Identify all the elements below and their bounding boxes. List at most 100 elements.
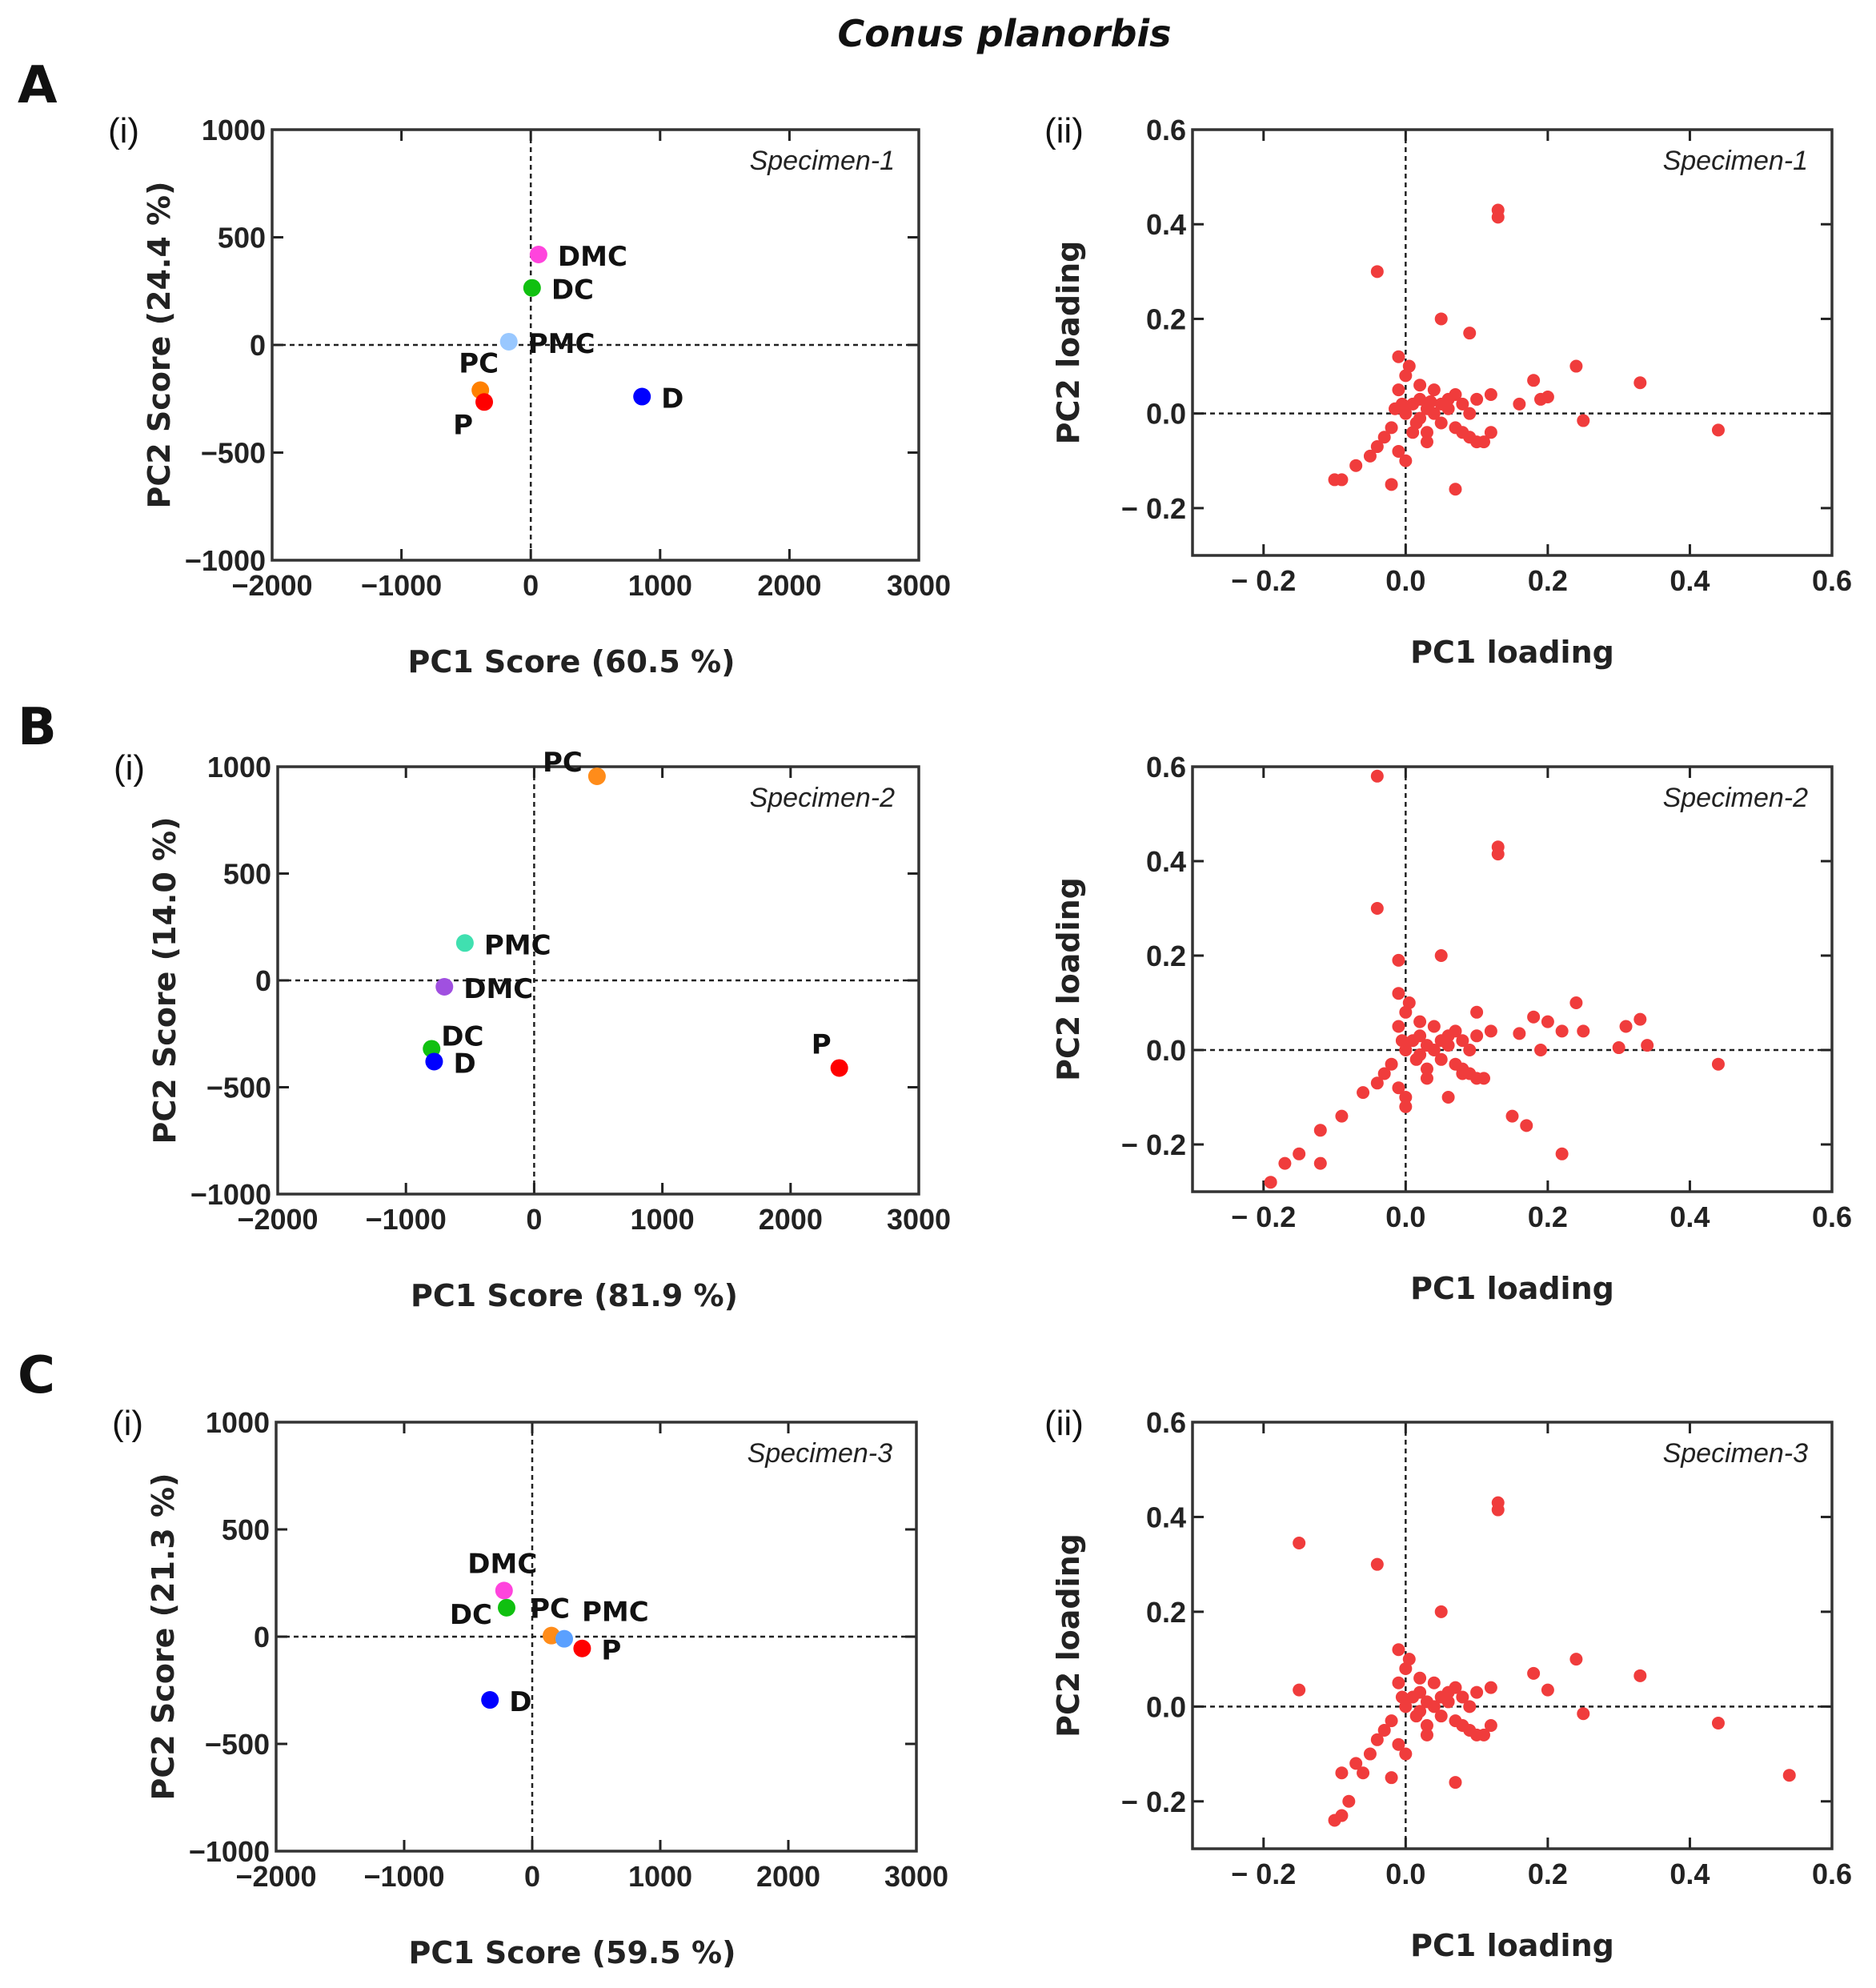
loading-point [1470, 392, 1484, 406]
loading-point [1449, 1024, 1462, 1038]
loading-point [1456, 397, 1469, 411]
score-point-label: D [661, 383, 683, 415]
loading-point [1513, 1027, 1526, 1040]
loading-point [1633, 376, 1647, 390]
sub-panel-label: (ii) [1044, 1404, 1084, 1443]
loading-point [1392, 383, 1405, 397]
loading-point [1427, 1676, 1441, 1689]
score-point-pmc [455, 934, 474, 952]
loading-point [1577, 414, 1590, 427]
chart-c-i: −2000 −1000 0 1000 2000 3000−1000−50005001000… [112, 1404, 948, 1970]
plot-frame [276, 765, 920, 1196]
x-tick-label: 2000 [756, 1860, 820, 1893]
loading-point [1612, 1041, 1625, 1055]
x-tick-label: 0.2 [1528, 564, 1568, 597]
score-point-label: DC [441, 1020, 483, 1052]
y-tick-label: − 0.2 [1121, 1128, 1186, 1161]
x-tick-label: − 0.2 [1231, 1200, 1296, 1233]
loading-point [1349, 459, 1363, 472]
y-tick-label: 0.4 [1146, 1501, 1186, 1533]
loading-point [1420, 1719, 1433, 1733]
loading-point [1463, 1044, 1477, 1056]
score-point-label: DC [551, 275, 594, 307]
loading-point [1434, 1709, 1448, 1723]
x-tick-label: 0.2 [1528, 1200, 1568, 1233]
loading-point [1402, 996, 1416, 1009]
score-point-label: D [453, 1048, 475, 1080]
loading-point [1370, 1733, 1384, 1746]
figure-title: Conus planorbis [837, 12, 1171, 55]
x-tick-label: 0.4 [1670, 1200, 1710, 1233]
loading-point [1370, 1557, 1384, 1571]
loading-point [1434, 1690, 1448, 1704]
x-tick-label: − 0.2 [1231, 564, 1296, 597]
loading-point [1619, 1020, 1633, 1033]
sub-panel-label: (i) [112, 1404, 143, 1443]
x-tick-label: 1000 [631, 1203, 695, 1236]
score-point-label: D [509, 1686, 531, 1718]
loading-point [1527, 374, 1541, 387]
loading-point [1392, 987, 1405, 1000]
loading-point [1555, 1024, 1569, 1038]
loading-point [1402, 1653, 1416, 1666]
x-tick-label: 0.0 [1385, 564, 1425, 597]
loading-point [1534, 1044, 1548, 1056]
loading-point [1370, 902, 1384, 915]
loading-point [1392, 1081, 1405, 1095]
score-point-label: PMC [528, 328, 595, 360]
charts: −2000 −1000 0 1000 2000 3000−1000−50005001000… [108, 111, 1852, 1970]
score-point-label: PMC [582, 1597, 649, 1629]
loading-point [1434, 1605, 1448, 1618]
loading-point [1392, 1643, 1405, 1657]
loading-point [1470, 1005, 1484, 1019]
score-point-dc [523, 279, 541, 297]
x-tick-label: 0 [523, 569, 539, 602]
x-tick-label: 1000 [628, 569, 692, 602]
score-point-dmc [495, 1581, 513, 1600]
score-point-label: PC [459, 347, 499, 379]
loading-point [1477, 1072, 1490, 1085]
loading-point [1357, 1086, 1370, 1100]
loading-point [1420, 1072, 1433, 1085]
chart-b-ii: − 0.2 0.0 0.2 0.4 0.6 − 0.2 0.0 0.2 0.4 0.6 PC1 lo… [1051, 751, 1852, 1306]
score-point-label: DC [450, 1599, 492, 1631]
loading-point [1335, 1766, 1349, 1780]
x-tick-label: 0.6 [1812, 1858, 1852, 1890]
loading-point [1377, 431, 1391, 444]
loading-point [1349, 1757, 1363, 1770]
loading-point [1427, 407, 1441, 420]
loading-point [1392, 953, 1405, 967]
loading-point [1342, 1794, 1356, 1808]
loading-point [1434, 312, 1448, 326]
loading-point [1569, 1653, 1583, 1666]
loading-point [1363, 1747, 1377, 1761]
specimen-annotation: Specimen-1 [1663, 146, 1808, 176]
loading-point [1491, 848, 1505, 861]
y-tick-label: 0.4 [1146, 208, 1186, 241]
loading-point [1395, 1034, 1409, 1048]
y-tick-label: 1000 [202, 114, 266, 146]
y-axis-label: PC2 Score (21.3 %) [146, 1473, 181, 1801]
loading-point [1385, 1714, 1398, 1728]
y-tick-label: 0.6 [1146, 114, 1186, 146]
x-tick-label: 0.6 [1812, 564, 1852, 597]
loading-point [1392, 444, 1405, 458]
score-point-d [481, 1691, 499, 1709]
loading-point [1293, 1147, 1306, 1160]
loading-point [1527, 1666, 1541, 1680]
y-axis-label: PC2 loading [1051, 241, 1086, 445]
loading-point [1427, 383, 1441, 397]
loading-point [1293, 1683, 1306, 1697]
loading-point [1385, 478, 1398, 491]
loading-point [1424, 395, 1437, 408]
loading-point [1711, 1057, 1725, 1071]
loading-point [1420, 435, 1433, 449]
loading-point [1484, 1719, 1497, 1733]
x-tick-label: 3000 [884, 1860, 948, 1893]
chart-a-ii: − 0.2 0.0 0.2 0.4 0.6 − 0.2 0.0 0.2 0.4 0.6 PC1 lo… [1044, 111, 1852, 670]
loading-point [1434, 949, 1448, 962]
score-point-label: PC [543, 747, 583, 779]
y-tick-label: −1000 [190, 1178, 271, 1211]
specimen-annotation: Specimen-2 [750, 783, 896, 813]
loading-point [1569, 359, 1583, 373]
